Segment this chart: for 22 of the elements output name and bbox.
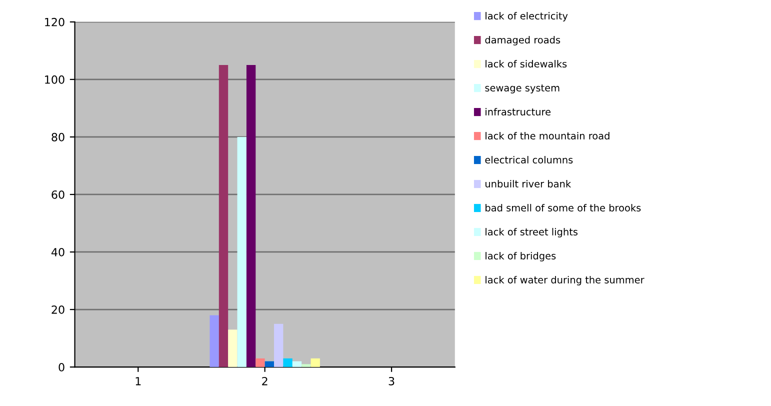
legend-label: sewage system <box>485 84 560 94</box>
y-tick-label: 120 <box>45 18 64 26</box>
y-tick-label: 0 <box>58 363 64 372</box>
legend-label: electrical columns <box>485 156 573 164</box>
legend-label: lack of the mountain road <box>486 132 610 140</box>
x-tick-label: 2 <box>262 376 268 386</box>
legend-label: lack of street lights <box>486 228 578 238</box>
y-tick-label: 60 <box>52 190 64 199</box>
legend-label: bad smell of some of the brooks <box>486 204 641 212</box>
legend-label: damaged roads <box>485 36 560 46</box>
legend-label: lack of bridges <box>486 252 556 262</box>
legend-label: infrastructure <box>486 108 551 116</box>
legend-label: unbuilt river bank <box>486 180 572 188</box>
y-tick-label: 40 <box>51 248 64 256</box>
y-tick-label: 20 <box>52 305 64 314</box>
y-tick-label: 80 <box>52 132 64 142</box>
y-tick-label: 100 <box>45 75 64 84</box>
legend-label: lack of sidewalks <box>486 60 567 68</box>
legend-label: lack of electricity <box>486 12 568 22</box>
x-tick-label: 3 <box>388 376 394 386</box>
x-tick-label: 1 <box>136 377 141 386</box>
legend-label: lack of water during the summer <box>486 276 644 286</box>
